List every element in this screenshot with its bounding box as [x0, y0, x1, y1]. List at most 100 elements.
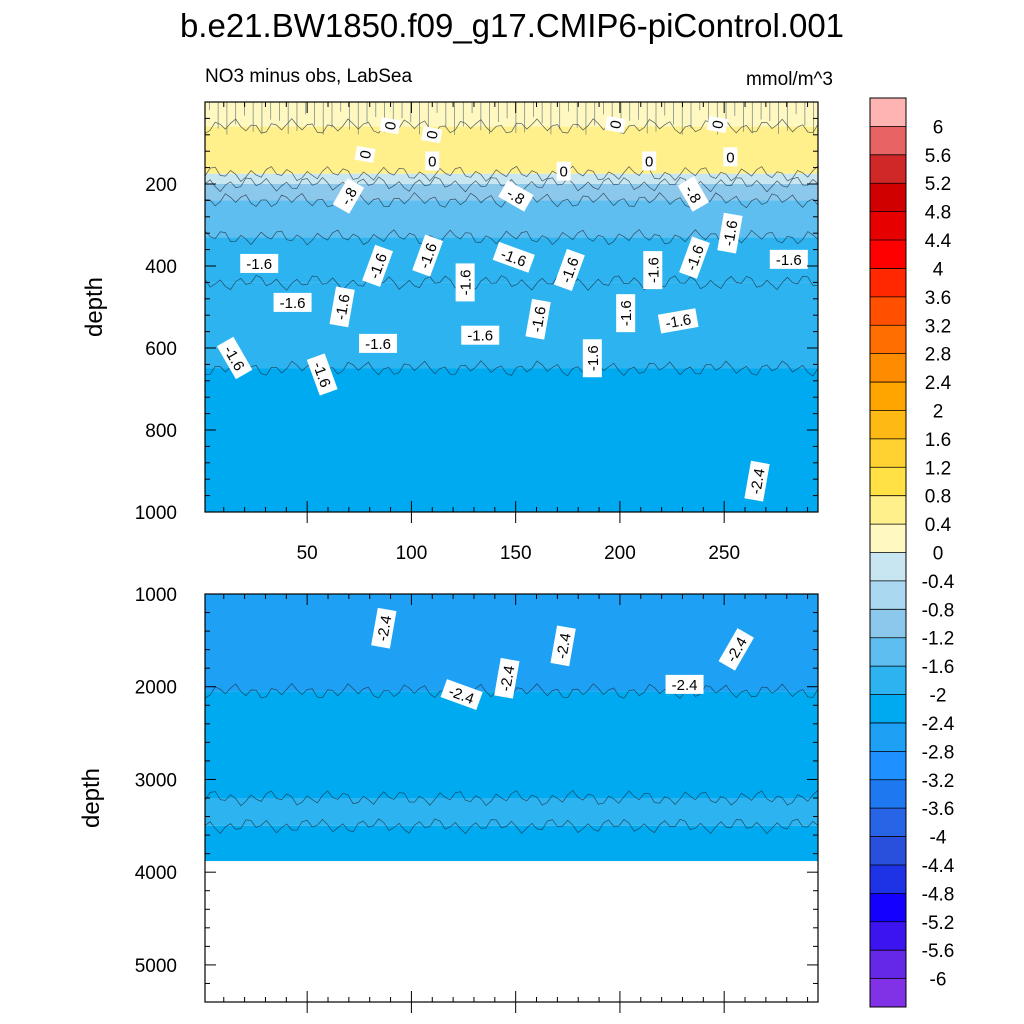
- contour-label-text: -1.6: [664, 311, 692, 332]
- figure-title: b.e21.BW1850.f09_g17.CMIP6-piControl.001: [180, 7, 844, 44]
- contour-label-text: -2.4: [374, 614, 395, 642]
- contour-label: -1.6: [455, 263, 475, 302]
- contour-line: [205, 818, 818, 835]
- colorbar-label: 2.4: [925, 373, 952, 394]
- contour-label: -2.4: [550, 625, 576, 667]
- colorbar-label: 4.8: [925, 203, 951, 224]
- contour-label: -.8: [677, 176, 710, 212]
- contour-label-text: 0: [559, 164, 567, 181]
- contour-label-text: -.8: [338, 185, 361, 209]
- upper-ylabel: depth: [81, 277, 108, 337]
- contour-label: -.8: [498, 180, 534, 212]
- contour-label-text: -1.6: [618, 300, 635, 326]
- colorbar-label: -3.6: [922, 799, 955, 820]
- y-tick-label: 3000: [135, 770, 177, 791]
- contour-band: [205, 825, 818, 862]
- colorbar-label: 3.2: [925, 316, 951, 337]
- colorbar-label: 5.2: [925, 174, 951, 195]
- colorbar-swatch: [870, 836, 906, 866]
- colorbar-swatch: [870, 495, 906, 525]
- contour-label: -2.4: [744, 460, 770, 502]
- colorbar-label: -4.8: [922, 884, 955, 905]
- x-tick-label: 50: [297, 543, 318, 564]
- x-tick-label: 100: [396, 543, 428, 564]
- contour-label: -1.6: [525, 298, 551, 340]
- colorbar-label: 4.4: [925, 231, 952, 252]
- colorbar-swatch: [870, 864, 906, 894]
- colorbar-swatch: [870, 779, 906, 809]
- contour-label-text: 0: [382, 120, 400, 131]
- colorbar-swatch: [870, 950, 906, 979]
- contour-label-text: -1.6: [280, 295, 306, 312]
- contour-label-text: -2.4: [672, 677, 698, 694]
- contour-line: [205, 789, 818, 807]
- colorbar-label: -2.8: [922, 742, 955, 763]
- colorbar-label: -2: [930, 686, 947, 707]
- contour-label-text: 0: [424, 129, 442, 140]
- colorbar-swatch: [870, 98, 906, 127]
- colorbar-swatch: [870, 126, 906, 156]
- contour-label: 0: [642, 151, 657, 171]
- colorbar-label: -3.2: [922, 771, 955, 792]
- colorbar-swatch: [870, 382, 906, 411]
- contour-label-text: -1.6: [458, 269, 475, 295]
- colorbar-swatch: [870, 154, 906, 184]
- lower-ylabel: depth: [78, 768, 105, 828]
- x-tick-label: 200: [604, 543, 636, 564]
- y-tick-label: 4000: [135, 863, 177, 884]
- contour-line: [205, 274, 818, 291]
- contour-label: -1.6: [717, 212, 743, 254]
- contour-label: -1.6: [359, 333, 398, 353]
- contour-band: [205, 173, 818, 184]
- contour-label: -2.4: [665, 674, 704, 694]
- colorbar-swatch: [870, 666, 906, 695]
- contour-label-text: -1.6: [585, 345, 602, 371]
- x-tick-label: 150: [500, 543, 532, 564]
- contour-label: -1.6: [616, 294, 636, 333]
- contour-label: -1.6: [240, 253, 279, 273]
- contour-label-text: -.8: [504, 185, 528, 208]
- colorbar-label: -1.2: [922, 629, 955, 650]
- y-tick-label: 400: [145, 257, 177, 278]
- contour-label: -1.6: [329, 286, 355, 328]
- colorbar-label: 0: [933, 544, 944, 565]
- colorbar-label: 1.6: [925, 430, 951, 451]
- contour-line: [205, 360, 818, 377]
- colorbar-swatch: [870, 808, 906, 837]
- colorbar-swatch: [870, 353, 906, 383]
- contour-label-text: -1.6: [365, 336, 391, 353]
- colorbar-label: -4.4: [922, 856, 955, 877]
- contour-label: -.8: [332, 178, 365, 214]
- contour-label-text: -1.6: [246, 256, 272, 273]
- contour-label: 0: [556, 161, 571, 181]
- lower-panel: -2.4-2.4-2.4-2.4 -2.4-2.41000200030004000…: [135, 585, 819, 1013]
- colorbar-swatch: [870, 978, 906, 1008]
- colorbar-swatch: [870, 467, 906, 496]
- y-tick-label: 200: [145, 175, 177, 196]
- colorbar-swatch: [870, 211, 906, 241]
- contour-label-text: -2.4: [554, 632, 575, 660]
- colorbar-swatch: [870, 268, 906, 298]
- colorbar-swatch: [870, 438, 906, 468]
- contour-label-text: 0: [357, 149, 375, 160]
- contour-band: [205, 691, 818, 798]
- colorbar-swatch: [870, 694, 906, 724]
- colorbar-frame: [869, 97, 907, 1008]
- colorbar-label: 4: [933, 259, 944, 280]
- y-tick-label: 600: [145, 339, 177, 360]
- colorbar-label: 6: [933, 117, 944, 138]
- contour-label-text: -1.6: [528, 305, 549, 333]
- colorbar-label: -2.4: [922, 714, 955, 735]
- colorbar-label: -0.8: [922, 600, 955, 621]
- colorbar-label: 2: [933, 401, 944, 422]
- contour-label: -1.6: [657, 308, 699, 334]
- contour-label-text: -1.6: [776, 252, 802, 269]
- plot-frame: [204, 101, 819, 513]
- colorbar-swatch: [870, 722, 906, 752]
- contour-label-text: -.8: [681, 183, 704, 207]
- contour-label-text: -1.6: [332, 293, 353, 321]
- contour-label-text: -1.6: [720, 219, 741, 247]
- contour-label-text: 0: [645, 153, 653, 170]
- contour-label: -1.6: [643, 251, 663, 290]
- contour-band: [205, 200, 818, 238]
